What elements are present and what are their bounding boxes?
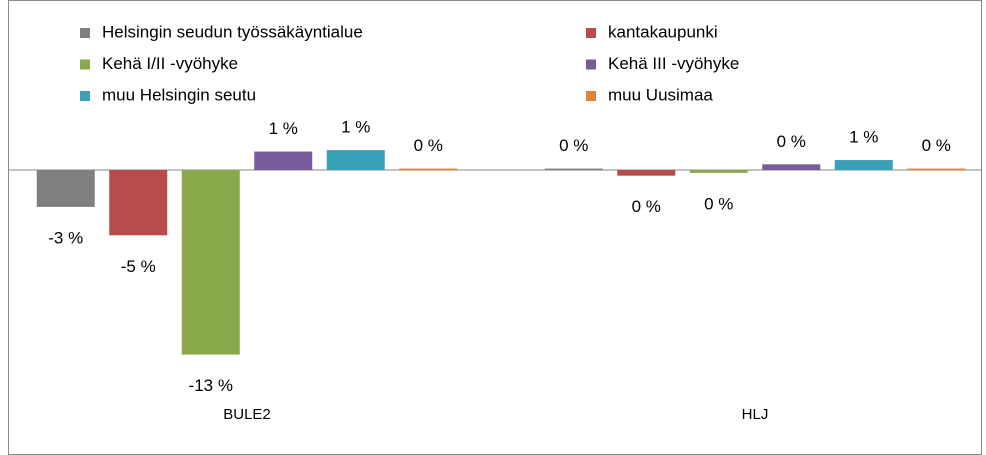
bar [36, 170, 95, 207]
data-label: 0 % [632, 197, 661, 216]
data-label: 0 % [777, 132, 806, 151]
data-label: 0 % [922, 136, 951, 155]
data-label: 0 % [559, 136, 588, 155]
bar [254, 151, 313, 170]
data-label: 1 % [341, 118, 370, 137]
bar [109, 170, 168, 236]
legend-label: Helsingin seudun työssäkäyntialue [102, 22, 363, 41]
data-label: -3 % [48, 228, 83, 247]
legend-swatch [586, 59, 596, 70]
bar [689, 170, 748, 173]
legend-label: kantakaupunki [608, 22, 718, 41]
bar [617, 170, 676, 176]
legend-label: Kehä III -vyöhyke [608, 54, 739, 73]
x-tick-label: BULE2 [223, 406, 271, 423]
data-label: 0 % [704, 194, 733, 213]
legend-swatch [80, 59, 90, 70]
data-label: -5 % [121, 257, 156, 276]
legend-swatch [586, 91, 596, 101]
bar [907, 168, 966, 171]
data-label: -13 % [189, 376, 233, 395]
x-tick-label: HLJ [742, 406, 769, 423]
legend-label: muu Uusimaa [608, 85, 713, 104]
legend-label: muu Helsingin seutu [102, 85, 256, 104]
bar [326, 150, 385, 170]
data-label: 1 % [269, 119, 298, 138]
legend-label: Kehä I/II -vyöhyke [102, 54, 238, 73]
data-label: 1 % [849, 128, 878, 147]
bar [762, 164, 821, 170]
bar [181, 170, 240, 355]
bar [544, 168, 603, 171]
legend-swatch [586, 28, 596, 38]
data-label: 0 % [414, 136, 443, 155]
bar [399, 168, 458, 171]
bar [834, 160, 893, 170]
legend-swatch [80, 91, 90, 101]
legend-swatch [80, 28, 90, 38]
